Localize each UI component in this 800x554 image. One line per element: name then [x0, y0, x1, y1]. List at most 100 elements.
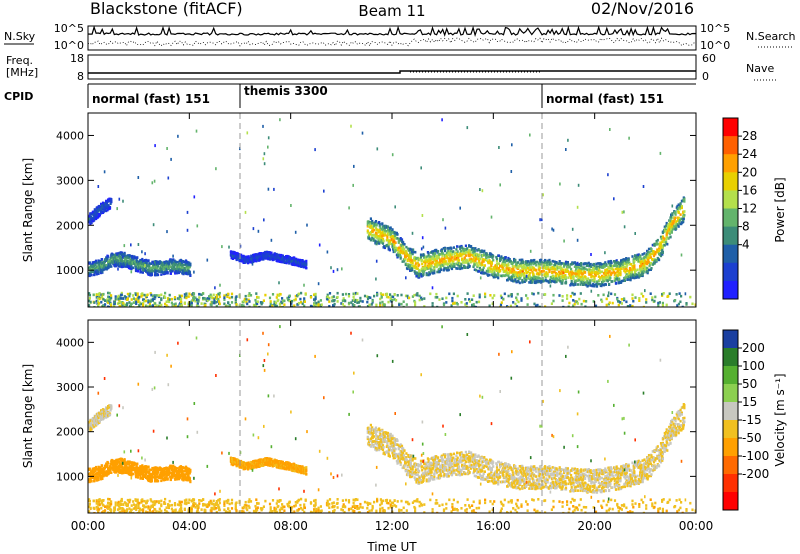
power-cell: [477, 255, 480, 259]
power-cell: [318, 243, 321, 247]
power-cell: [611, 280, 614, 283]
power-cell: [114, 264, 117, 268]
power-cell: [604, 277, 607, 281]
power-cell: [577, 266, 580, 270]
power-cell: [474, 305, 477, 307]
power-cell: [247, 298, 250, 302]
power-cell: [177, 134, 179, 138]
power-cell: [623, 269, 626, 273]
power-cell: [441, 118, 443, 122]
power-cell: [471, 251, 474, 254]
power-cell: [189, 263, 192, 267]
power-cell: [147, 301, 150, 304]
power-cell: [453, 301, 456, 305]
power-cell: [648, 251, 651, 254]
power-cell: [105, 267, 108, 271]
power-cell: [89, 222, 92, 226]
power-cell: [91, 267, 94, 270]
power-cell: [415, 267, 418, 270]
power-cell: [608, 282, 611, 286]
power-cell: [521, 272, 524, 276]
power-cell: [495, 262, 499, 266]
power-cell: [648, 264, 651, 268]
power-cell: [575, 272, 578, 275]
power-cell: [541, 265, 544, 269]
power-cell: [336, 291, 339, 295]
power-cell: [531, 265, 534, 269]
velocity-cell: [105, 470, 108, 473]
power-cell: [110, 304, 113, 307]
power-cell: [111, 255, 114, 259]
power-cell: [288, 260, 291, 264]
power-cell: [619, 263, 622, 267]
power-cell: [526, 270, 530, 274]
power-cell: [602, 266, 605, 269]
power-cell: [483, 253, 486, 257]
power-cell: [141, 262, 144, 265]
power-cell: [577, 183, 580, 187]
power-cell: [223, 298, 226, 301]
power-cell: [160, 263, 163, 267]
power-cell: [536, 303, 539, 307]
power-cell: [553, 267, 556, 271]
power-cell: [661, 251, 664, 254]
power-cell: [93, 267, 96, 271]
power-cell: [121, 252, 124, 256]
power-cell: [495, 257, 499, 261]
power-cell: [582, 272, 585, 275]
power-cell: [391, 243, 394, 246]
power-cell: [619, 261, 622, 264]
power-cell: [553, 265, 556, 269]
power-cell: [164, 261, 167, 265]
power-cell: [528, 268, 531, 272]
power-cell: [392, 231, 395, 234]
power-cell: [101, 270, 104, 274]
power-cell: [290, 302, 293, 305]
power-cell: [591, 274, 594, 278]
power-cell: [642, 185, 645, 188]
power-cell: [505, 271, 508, 275]
power-cell: [552, 277, 556, 280]
power-cell: [88, 304, 91, 307]
power-cell: [461, 246, 464, 249]
power-cell: [548, 269, 551, 272]
power-cell: [389, 297, 392, 301]
power-cell: [269, 302, 272, 305]
power-cell: [126, 262, 129, 266]
power-cell: [675, 224, 678, 228]
power-cell: [638, 275, 641, 278]
power-cell: [144, 264, 146, 268]
power-cell: [490, 264, 493, 267]
power-cell: [464, 251, 467, 254]
power-cell: [449, 264, 452, 268]
power-cell: [404, 253, 407, 256]
power-cell: [497, 254, 500, 257]
power-cell: [297, 292, 300, 296]
velocity-cell: [107, 461, 110, 465]
power-cell: [246, 131, 249, 135]
y-tick-label: 3000: [56, 174, 84, 187]
power-cell: [428, 255, 431, 258]
power-cell: [378, 229, 381, 233]
power-cell: [108, 295, 111, 299]
power-cell: [275, 304, 278, 307]
power-cell: [574, 281, 577, 284]
power-cell: [580, 270, 583, 273]
power-cell: [517, 300, 520, 304]
power-cell: [336, 295, 339, 299]
power-cell: [459, 247, 462, 251]
power-cell: [595, 285, 599, 288]
power-cell: [469, 250, 472, 253]
power-cell: [146, 293, 149, 297]
power-cell: [145, 266, 148, 270]
power-cell: [374, 220, 378, 223]
velocity-cell: [93, 479, 96, 483]
power-cell: [476, 263, 479, 267]
power-cell: [366, 297, 370, 301]
power-cell: [376, 291, 379, 295]
power-cell: [147, 259, 150, 262]
power-cell: [678, 219, 682, 222]
power-cell: [438, 270, 442, 273]
power-cell: [340, 302, 343, 305]
